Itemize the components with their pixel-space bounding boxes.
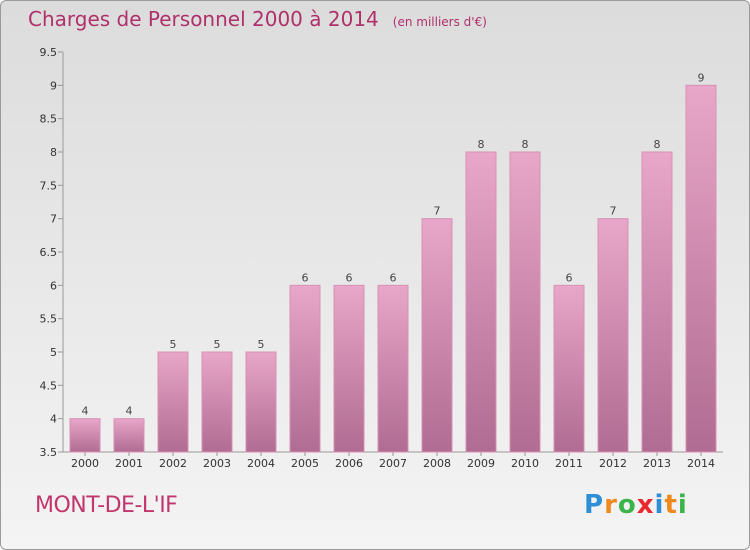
data-label: 6 bbox=[346, 271, 353, 284]
data-label: 8 bbox=[654, 138, 661, 151]
chart-title: Charges de Personnel 2000 à 2014 (en mill… bbox=[28, 7, 487, 31]
y-tick-label: 5 bbox=[50, 346, 57, 359]
bar-group bbox=[69, 84, 717, 453]
chart-axes: 3.5 4 4.5 5 5.5 6 6.5 7 7.5 8 8.5 9 9.5 2000 2001 2002 2… bbox=[40, 46, 723, 470]
x-tick-label: 2003 bbox=[203, 457, 231, 470]
data-label: 4 bbox=[82, 405, 89, 418]
y-tick-label: 3.5 bbox=[40, 446, 58, 459]
bar-2001 bbox=[113, 418, 145, 453]
data-label: 5 bbox=[170, 338, 177, 351]
y-tick-label: 5.5 bbox=[40, 313, 58, 326]
y-tick-label: 7 bbox=[50, 213, 57, 226]
bar-2006 bbox=[333, 284, 365, 453]
bar-2005 bbox=[289, 284, 321, 453]
data-label: 8 bbox=[478, 138, 485, 151]
x-tick-label: 2004 bbox=[247, 457, 275, 470]
y-tick-label: 6.5 bbox=[40, 246, 58, 259]
y-tick-label: 6 bbox=[50, 279, 57, 292]
y-tick-label: 4 bbox=[50, 413, 57, 426]
logo-letter: P bbox=[584, 490, 605, 520]
bar-2002 bbox=[157, 351, 189, 453]
logo-letter: i bbox=[677, 490, 688, 520]
bar-2011 bbox=[553, 284, 585, 453]
bar-2003 bbox=[201, 351, 233, 453]
y-tick-label: 4.5 bbox=[40, 379, 58, 392]
logo-letter: i bbox=[654, 490, 665, 520]
bar-2014 bbox=[685, 84, 717, 453]
y-tick-label: 7.5 bbox=[40, 179, 58, 192]
bar-2010 bbox=[509, 151, 541, 453]
bar-2008 bbox=[421, 218, 453, 453]
data-label: 7 bbox=[610, 205, 617, 218]
x-tick-label: 2000 bbox=[71, 457, 99, 470]
data-label: 6 bbox=[302, 271, 309, 284]
logo-letter: o bbox=[617, 490, 637, 520]
x-tick-label: 2008 bbox=[423, 457, 451, 470]
data-label: 5 bbox=[258, 338, 265, 351]
x-tick-label: 2011 bbox=[555, 457, 583, 470]
x-tick-label: 2012 bbox=[599, 457, 627, 470]
x-tick-label: 2006 bbox=[335, 457, 363, 470]
y-tick-label: 8.5 bbox=[40, 113, 58, 126]
logo-letter: t bbox=[664, 490, 678, 520]
data-label: 6 bbox=[566, 271, 573, 284]
x-tick-label: 2013 bbox=[643, 457, 671, 470]
logo-letter: x bbox=[636, 490, 655, 520]
x-tick-label: 2009 bbox=[467, 457, 495, 470]
data-label-group: 4 4 5 5 5 6 6 6 7 8 8 6 7 8 9 bbox=[82, 71, 705, 417]
logo-letter: r bbox=[604, 490, 618, 520]
data-label: 5 bbox=[214, 338, 221, 351]
x-tick-label: 2005 bbox=[291, 457, 319, 470]
bar-2000 bbox=[69, 418, 101, 453]
chart-subtitle: (en milliers d'€) bbox=[392, 15, 487, 29]
data-label: 4 bbox=[126, 405, 133, 418]
y-tick-label: 8 bbox=[50, 146, 57, 159]
commune-name: MONT-DE-L'IF bbox=[35, 493, 178, 518]
data-label: 8 bbox=[522, 138, 529, 151]
proxiti-logo: Proxiti bbox=[584, 490, 688, 520]
x-tick-label: 2001 bbox=[115, 457, 143, 470]
data-label: 6 bbox=[390, 271, 397, 284]
bar-2012 bbox=[597, 218, 629, 453]
y-tick-label: 9 bbox=[50, 79, 57, 92]
chart-title-text: Charges de Personnel 2000 à 2014 bbox=[28, 7, 379, 31]
x-tick-label: 2002 bbox=[159, 457, 187, 470]
bar-2007 bbox=[377, 284, 409, 453]
data-label: 7 bbox=[434, 205, 441, 218]
x-tick-label: 2014 bbox=[687, 457, 715, 470]
x-tick-label: 2007 bbox=[379, 457, 407, 470]
bar-2013 bbox=[641, 151, 673, 453]
y-tick-label: 9.5 bbox=[40, 46, 58, 59]
bar-2009 bbox=[465, 151, 497, 453]
x-tick-label: 2010 bbox=[511, 457, 539, 470]
data-label: 9 bbox=[698, 71, 705, 84]
bar-2004 bbox=[245, 351, 277, 453]
